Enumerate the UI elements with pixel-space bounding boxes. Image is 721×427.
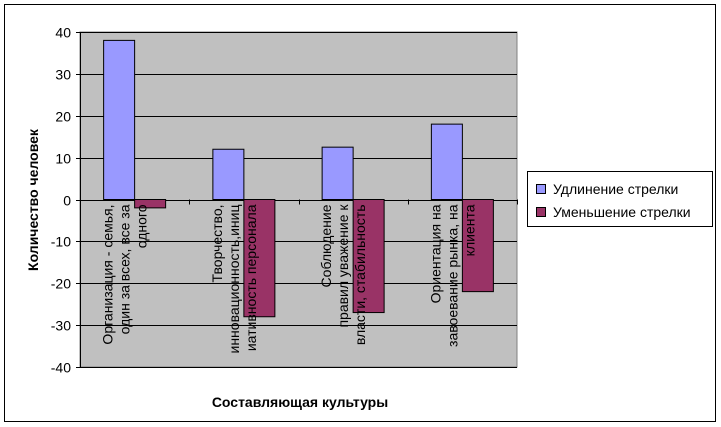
x-tick-label-line: один за всех, все за [117, 204, 133, 334]
x-tick-label-line: завоевание рынка, на [444, 204, 460, 347]
bar-series1-cat1 [103, 39, 136, 200]
y-tick-label: 30 [55, 67, 71, 83]
bar-series1-cat3 [321, 146, 354, 200]
x-tick-label-line: Организация - семья, [100, 205, 116, 345]
y-tick-label: -10 [51, 234, 71, 250]
x-tick-label-4: Ориентация назавоевание рынка, наклиента [427, 204, 477, 347]
legend-item-shortening: Уменьшение стрелки [536, 203, 691, 221]
y-axis-title: Количество человек [25, 129, 41, 271]
legend: Удлинение стрелки Уменьшение стрелки [527, 171, 713, 227]
y-tick-label: -40 [51, 360, 71, 376]
y-tick-label: 10 [55, 151, 71, 167]
legend-swatch-lengthening [536, 184, 546, 194]
y-tick-label: -20 [51, 276, 71, 292]
y-tick-label: 0 [63, 193, 71, 209]
x-tick-label-line: инновационность,иниц [226, 205, 242, 354]
x-tick-label-line: клиента [461, 204, 477, 256]
x-tick-label-line: правил уважение к [335, 204, 351, 328]
y-tick-label: 20 [55, 109, 71, 125]
x-tick-label-line: Творчество, [209, 205, 225, 283]
x-tick-label-1: Организация - семья,один за всех, все за… [100, 204, 150, 344]
x-tick-label-3: Соблюдениеправил уважение квласти, стаби… [318, 204, 368, 346]
legend-swatch-shortening [536, 207, 546, 217]
x-tick-label-line: иативность персонала [243, 204, 259, 351]
x-tick-label-line: Ориентация на [427, 204, 443, 303]
legend-label-lengthening: Удлинение стрелки [553, 181, 679, 197]
x-tick-label-line: власти, стабильность [352, 205, 368, 346]
x-tick-label-2: Творчество,инновационность,инициативност… [209, 204, 259, 353]
y-tick-label: 40 [55, 25, 71, 41]
bar-series2-cat3 [352, 199, 385, 314]
bar-series1-cat2 [212, 148, 245, 200]
x-tick-label-line: одного [134, 204, 150, 248]
bar-series2-cat4 [461, 199, 494, 293]
bar-series2-cat1 [134, 199, 167, 209]
y-tick-label: -30 [51, 318, 71, 334]
bar-series2-cat2 [243, 199, 276, 318]
x-tick-label-line: Соблюдение [318, 204, 334, 287]
legend-label-shortening: Уменьшение стрелки [553, 204, 691, 220]
bar-series1-cat4 [430, 123, 463, 200]
x-axis-title: Составляющая культуры [211, 394, 389, 410]
legend-item-lengthening: Удлинение стрелки [536, 180, 678, 198]
